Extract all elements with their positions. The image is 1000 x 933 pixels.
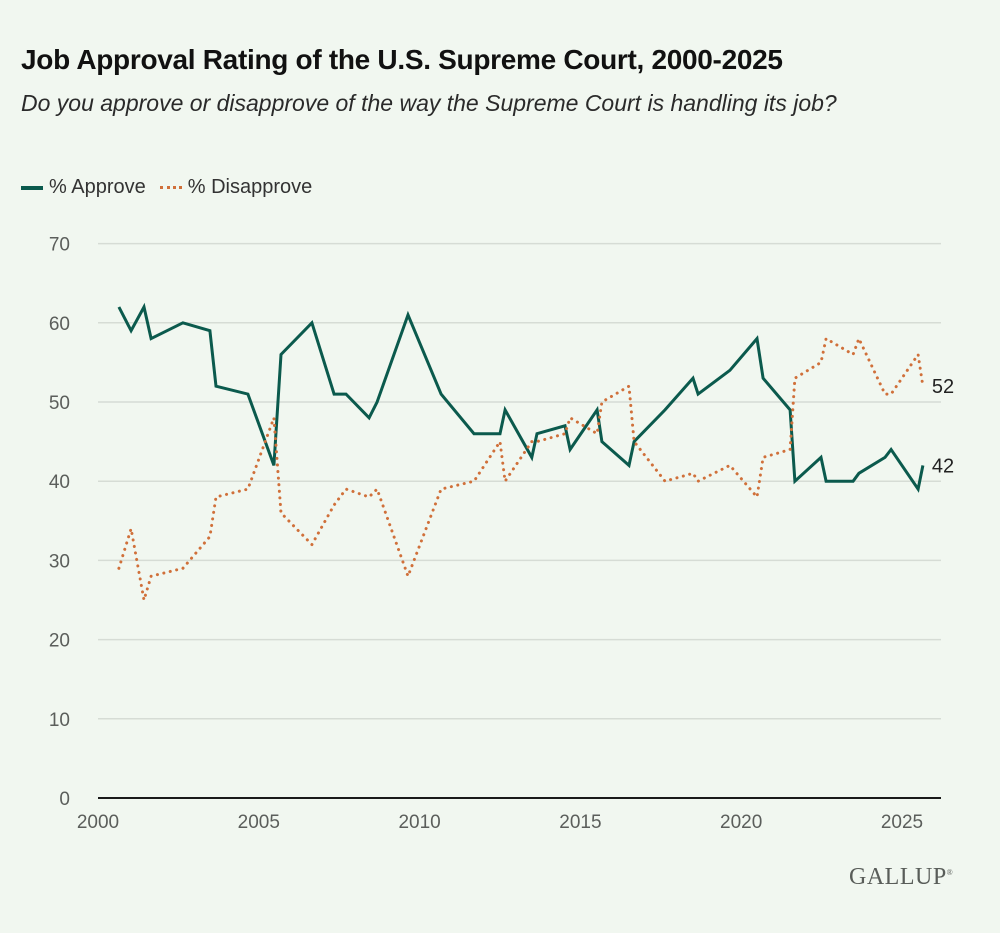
chart-subtitle: Do you approve or disapprove of the way … — [21, 90, 837, 116]
x-tick-label: 2010 — [398, 812, 440, 833]
legend-label-approve: % Approve — [49, 176, 146, 198]
y-tick-label: 60 — [49, 314, 70, 335]
y-tick-label: 20 — [49, 631, 70, 652]
end-labels: 42 52 — [932, 376, 954, 477]
logo-mark: ® — [946, 868, 954, 877]
legend-swatch-approve-icon — [21, 185, 43, 190]
legend-item-approve: % Approve — [21, 176, 146, 199]
x-tick-label: 2000 — [77, 812, 119, 833]
series-lines — [117, 302, 925, 601]
x-tick-label: 2005 — [238, 812, 280, 833]
x-tick-label: 2015 — [559, 812, 601, 833]
legend-item-disapprove: % Disapprove — [159, 176, 313, 199]
y-tick-label: 50 — [49, 393, 70, 414]
end-label-disapprove: 52 — [932, 376, 954, 398]
gridlines — [98, 242, 941, 720]
y-tick-label: 40 — [49, 472, 70, 493]
series-line-approve — [117, 302, 925, 493]
gallup-logo: GALLUP® — [849, 864, 953, 891]
legend-label-disapprove: % Disapprove — [187, 176, 313, 198]
y-tick-label: 10 — [49, 710, 70, 731]
end-label-approve: 42 — [932, 455, 954, 477]
y-axis-ticks: 0 10 20 30 40 50 60 70 — [49, 235, 70, 810]
y-tick-label: 70 — [49, 235, 70, 256]
logo-text: GALLUP — [849, 864, 947, 890]
legend-swatch-disapprove-icon — [159, 186, 182, 189]
y-tick-label: 0 — [59, 789, 70, 810]
x-tick-label: 2025 — [881, 812, 923, 833]
chart-title: Job Approval Rating of the U.S. Supreme … — [21, 44, 783, 75]
x-tick-label: 2020 — [720, 812, 762, 833]
y-tick-label: 30 — [49, 551, 70, 572]
x-axis-ticks: 2000 2005 2010 2015 2020 2025 — [77, 812, 923, 833]
series-line-disapprove — [117, 334, 925, 601]
legend: % Approve % Disapprove — [21, 176, 326, 199]
